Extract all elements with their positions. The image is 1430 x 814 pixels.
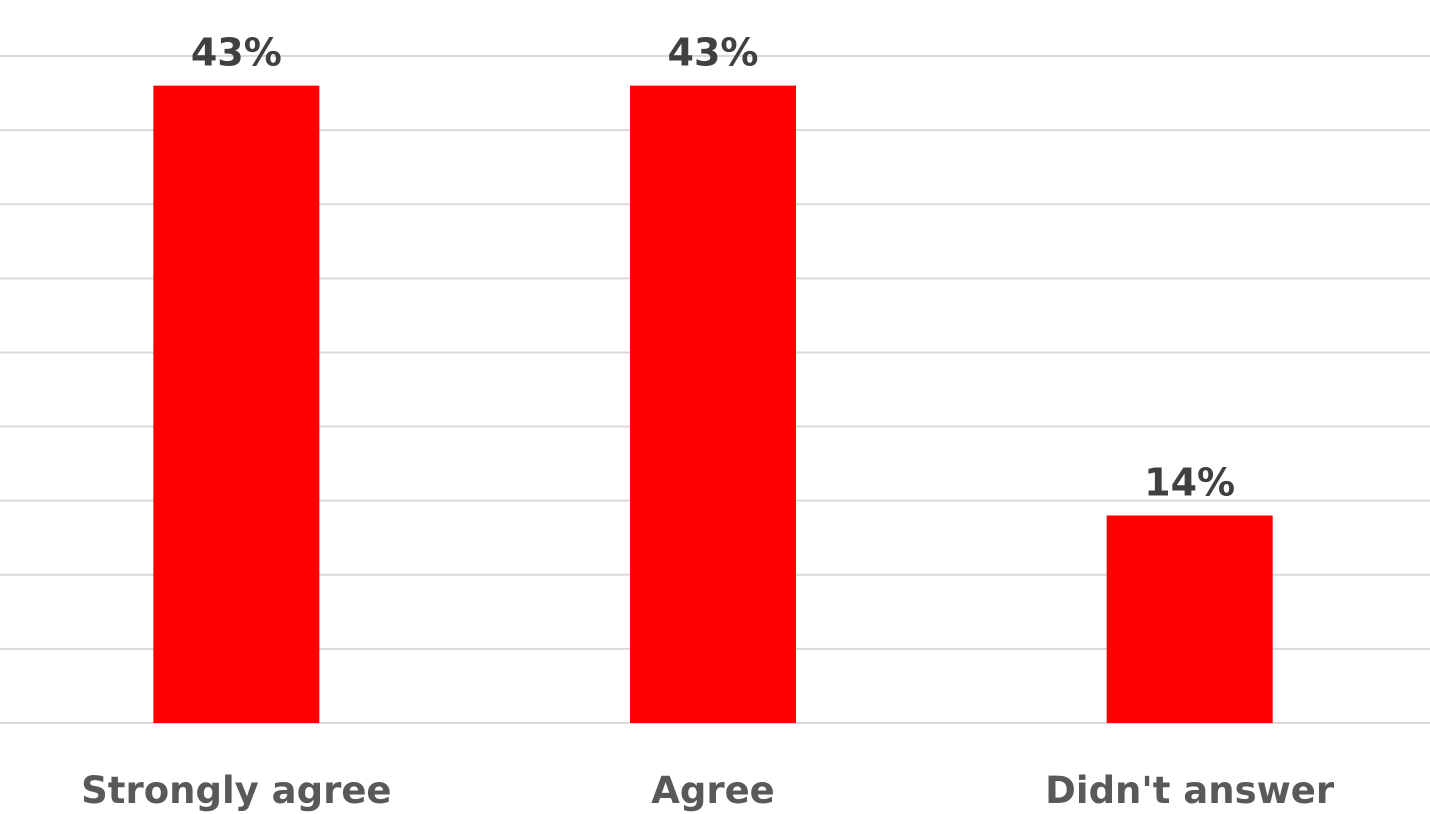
category-label: Agree <box>651 769 775 812</box>
data-label: 14% <box>1144 460 1235 504</box>
bar <box>1106 515 1273 723</box>
data-labels: 43% 43% 14% <box>191 31 1235 505</box>
bar <box>630 85 796 723</box>
data-label: 43% <box>668 31 759 75</box>
bars <box>153 85 1273 723</box>
bar <box>153 85 320 723</box>
category-label: Didn't answer <box>1045 769 1335 812</box>
category-labels: Strongly agree Agree Didn't answer <box>81 769 1335 812</box>
category-label: Strongly agree <box>81 769 391 812</box>
data-label: 43% <box>191 31 282 75</box>
